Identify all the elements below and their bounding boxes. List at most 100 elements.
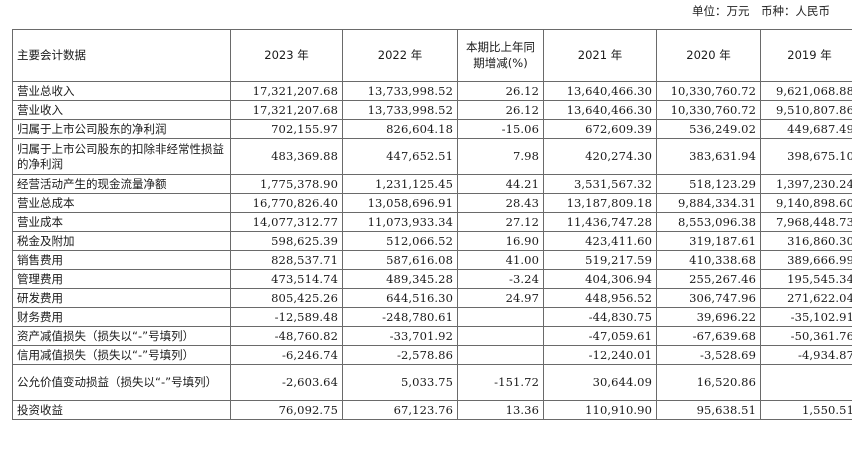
value-cell: 389,666.99: [760, 250, 852, 270]
value-cell: -47,059.61: [543, 326, 657, 346]
table-row: 税金及附加 598,625.39 512,066.52 16.90 423,411.60…: [12, 231, 852, 251]
value-cell: -35,102.91: [760, 307, 852, 327]
row-label: 营业总收入: [12, 81, 231, 101]
table-row: 营业总成本 16,770,826.40 13,058,696.91 28.43 13,1…: [12, 193, 852, 213]
table-row: 资产减值损失（损失以“-”号填列） -48,760.82 -33,701.92 -47…: [12, 326, 852, 346]
row-label: 营业收入: [12, 100, 231, 120]
value-cell: 14,077,312.77: [230, 212, 343, 232]
header-cell: 2019 年: [760, 29, 852, 82]
value-cell: 11,436,747.28: [543, 212, 657, 232]
value-cell: 110,910.90: [543, 400, 657, 420]
value-cell: 9,510,807.86: [760, 100, 852, 120]
table-row: 管理费用 473,514.74 489,345.28 -3.24 404,306.94 2…: [12, 269, 852, 289]
value-cell: 423,411.60: [543, 231, 657, 251]
value-cell: 10,330,760.72: [656, 81, 761, 101]
table-row: 经营活动产生的现金流量净额 1,775,378.90 1,231,125.45 44.…: [12, 174, 852, 194]
value-cell: -67,639.68: [656, 326, 761, 346]
row-label: 经营活动产生的现金流量净额: [12, 174, 231, 194]
value-cell: 9,621,068.88: [760, 81, 852, 101]
value-cell: 30,644.09: [543, 364, 657, 401]
row-label: 研发费用: [12, 288, 231, 308]
row-label: 公允价值变动损益（损失以“-”号填列）: [12, 364, 231, 401]
value-cell: -3.24: [457, 269, 544, 289]
value-cell: 5,033.75: [342, 364, 458, 401]
value-cell: 24.97: [457, 288, 544, 308]
value-cell: 41.00: [457, 250, 544, 270]
value-cell: 17,321,207.68: [230, 100, 343, 120]
value-cell: 95,638.51: [656, 400, 761, 420]
value-cell: 44.21: [457, 174, 544, 194]
value-cell: 1,775,378.90: [230, 174, 343, 194]
row-label: 税金及附加: [12, 231, 231, 251]
value-cell: 644,516.30: [342, 288, 458, 308]
value-cell: -2,578.86: [342, 345, 458, 365]
value-cell: 27.12: [457, 212, 544, 232]
value-cell: 7.98: [457, 138, 544, 175]
row-label: 财务费用: [12, 307, 231, 327]
value-cell: 306,747.96: [656, 288, 761, 308]
value-cell: 316,860.30: [760, 231, 852, 251]
table-row: 归属于上市公司股东的扣除非经常性损益的净利润 483,369.88 447,652.…: [12, 138, 852, 175]
value-cell: 13,640,466.30: [543, 100, 657, 120]
value-cell: -50,361.76: [760, 326, 852, 346]
row-label: 销售费用: [12, 250, 231, 270]
value-cell: 449,687.49: [760, 119, 852, 139]
value-cell: 826,604.18: [342, 119, 458, 139]
value-cell: 410,338.68: [656, 250, 761, 270]
value-cell: 13,733,998.52: [342, 81, 458, 101]
header-cell: 2021 年: [543, 29, 657, 82]
value-cell: 16,770,826.40: [230, 193, 343, 213]
value-cell: 1,550.51: [760, 400, 852, 420]
value-cell: 26.12: [457, 81, 544, 101]
value-cell: 67,123.76: [342, 400, 458, 420]
value-cell: 195,545.34: [760, 269, 852, 289]
header-cell: 主要会计数据: [12, 29, 231, 82]
value-cell: 13,640,466.30: [543, 81, 657, 101]
value-cell: -44,830.75: [543, 307, 657, 327]
value-cell: 28.43: [457, 193, 544, 213]
value-cell: 420,274.30: [543, 138, 657, 175]
financial-data-table: 主要会计数据 2023 年 2022 年 本期比上年同期增减(%) 2021 年…: [12, 29, 852, 420]
value-cell: 9,884,334.31: [656, 193, 761, 213]
unit-label: 单位：万元 币种：人民币: [692, 4, 830, 18]
header-cell: 2020 年: [656, 29, 761, 82]
value-cell: 16,520.86: [656, 364, 761, 401]
header-cell: 本期比上年同期增减(%): [457, 29, 544, 82]
value-cell: 255,267.46: [656, 269, 761, 289]
value-cell: -12,240.01: [543, 345, 657, 365]
table-row: 信用减值损失（损失以“-”号填列） -6,246.74 -2,578.86 -12,2…: [12, 345, 852, 365]
value-cell: 702,155.97: [230, 119, 343, 139]
value-cell: 598,625.39: [230, 231, 343, 251]
header-cell: 2023 年: [230, 29, 343, 82]
table-row: 归属于上市公司股东的净利润 702,155.97 826,604.18 -15.06 6…: [12, 119, 852, 139]
value-cell: 519,217.59: [543, 250, 657, 270]
value-cell: 16.90: [457, 231, 544, 251]
value-cell: 13,733,998.52: [342, 100, 458, 120]
value-cell: 447,652.51: [342, 138, 458, 175]
table-row: 销售费用 828,537.71 587,616.08 41.00 519,217.59 4…: [12, 250, 852, 270]
value-cell: -2,603.64: [230, 364, 343, 401]
value-cell: [457, 345, 544, 365]
row-label: 信用减值损失（损失以“-”号填列）: [12, 345, 231, 365]
value-cell: 7,968,448.73: [760, 212, 852, 232]
value-cell: 1,231,125.45: [342, 174, 458, 194]
value-cell: 473,514.74: [230, 269, 343, 289]
value-cell: -4,934.87: [760, 345, 852, 365]
value-cell: -6,246.74: [230, 345, 343, 365]
value-cell: -12,589.48: [230, 307, 343, 327]
table-row: 公允价值变动损益（损失以“-”号填列） -2,603.64 5,033.75 -151…: [12, 364, 852, 401]
value-cell: 271,622.04: [760, 288, 852, 308]
value-cell: 3,531,567.32: [543, 174, 657, 194]
value-cell: 489,345.28: [342, 269, 458, 289]
value-cell: 404,306.94: [543, 269, 657, 289]
row-label: 归属于上市公司股东的扣除非经常性损益的净利润: [12, 138, 231, 175]
row-label: 管理费用: [12, 269, 231, 289]
value-cell: [760, 364, 852, 401]
value-cell: 672,609.39: [543, 119, 657, 139]
table-row: 财务费用 -12,589.48 -248,780.61 -44,830.75 39,69…: [12, 307, 852, 327]
value-cell: 448,956.52: [543, 288, 657, 308]
row-label: 投资收益: [12, 400, 231, 420]
value-cell: 518,123.29: [656, 174, 761, 194]
value-cell: [457, 326, 544, 346]
value-cell: 13,058,696.91: [342, 193, 458, 213]
